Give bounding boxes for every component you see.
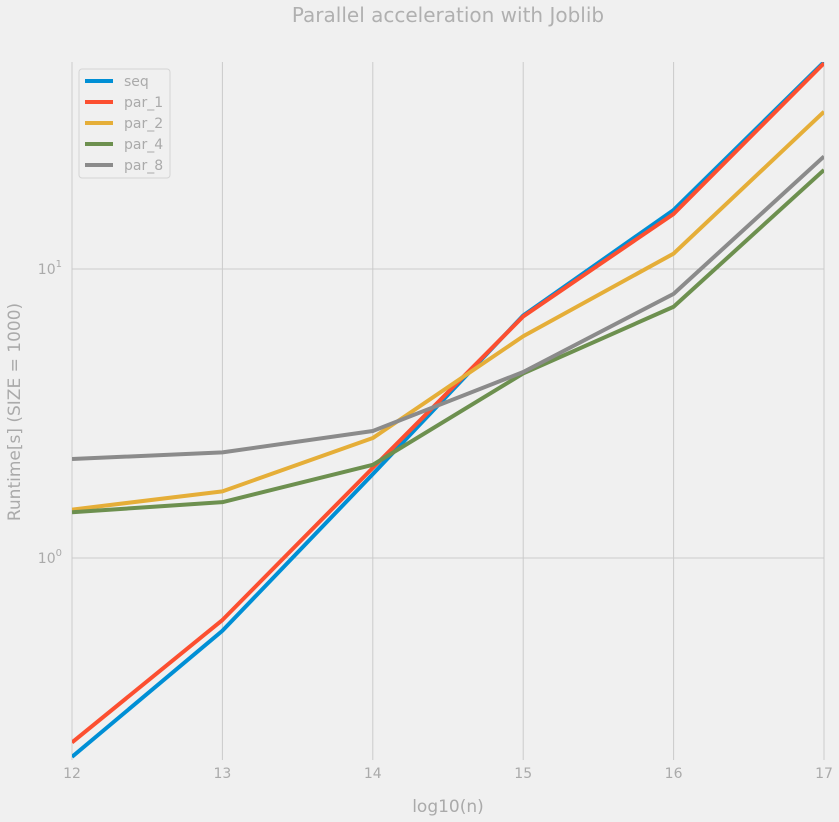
x-tick-label: 14: [364, 766, 382, 782]
legend-label: par_1: [124, 95, 163, 111]
series-line-par_2: [72, 110, 824, 512]
y-tick-label: 100: [38, 548, 62, 567]
x-axis-ticks: 12 13 14 15 16 17: [63, 766, 833, 782]
series-layer: [72, 62, 824, 759]
grid-layer: [71, 62, 825, 760]
x-tick-label: 17: [815, 766, 833, 782]
legend-box: [78, 68, 171, 179]
x-tick-label: 16: [665, 766, 683, 782]
chart-title: Parallel acceleration with Joblib: [292, 3, 604, 27]
series-line-par_1: [72, 62, 824, 745]
series-line-par_4: [72, 168, 824, 515]
x-axis-label: log10(n): [412, 797, 484, 817]
x-tick-label: 12: [63, 766, 81, 782]
y-axis-label: Runtime[s] (SIZE = 1000): [5, 303, 25, 521]
y-axis-ticks: 100 101: [38, 259, 62, 567]
series-line-par_8: [72, 154, 824, 462]
x-tick-label: 15: [514, 766, 532, 782]
x-tick-label: 13: [213, 766, 231, 782]
legend-label: par_2: [124, 116, 163, 132]
legend-label: par_8: [124, 158, 163, 174]
legend-label: par_4: [124, 137, 163, 153]
y-tick-label: 101: [38, 259, 62, 278]
legend: seq par_1 par_2 par_4 par_8: [78, 68, 171, 179]
legend-label: seq: [124, 74, 149, 90]
